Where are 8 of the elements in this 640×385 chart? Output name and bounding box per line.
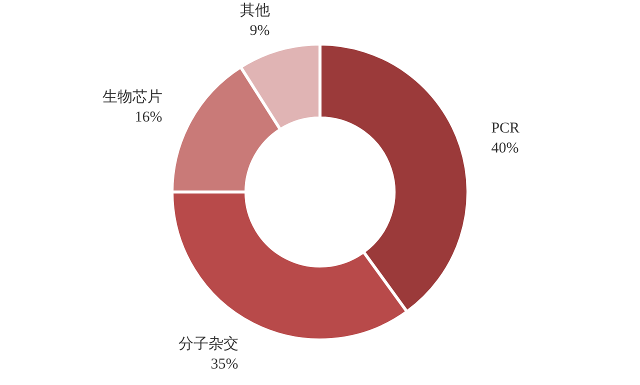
data-label: 40% — [491, 140, 519, 156]
data-label: 9% — [250, 23, 270, 40]
slice-label: 其他 — [240, 2, 270, 20]
slice-label: 生物芯片 — [102, 88, 162, 106]
slice-label: 分子杂交 — [178, 335, 238, 352]
data-label: 35% — [210, 356, 238, 372]
slice-label: PCR — [491, 120, 520, 136]
data-label: 16% — [134, 109, 162, 126]
